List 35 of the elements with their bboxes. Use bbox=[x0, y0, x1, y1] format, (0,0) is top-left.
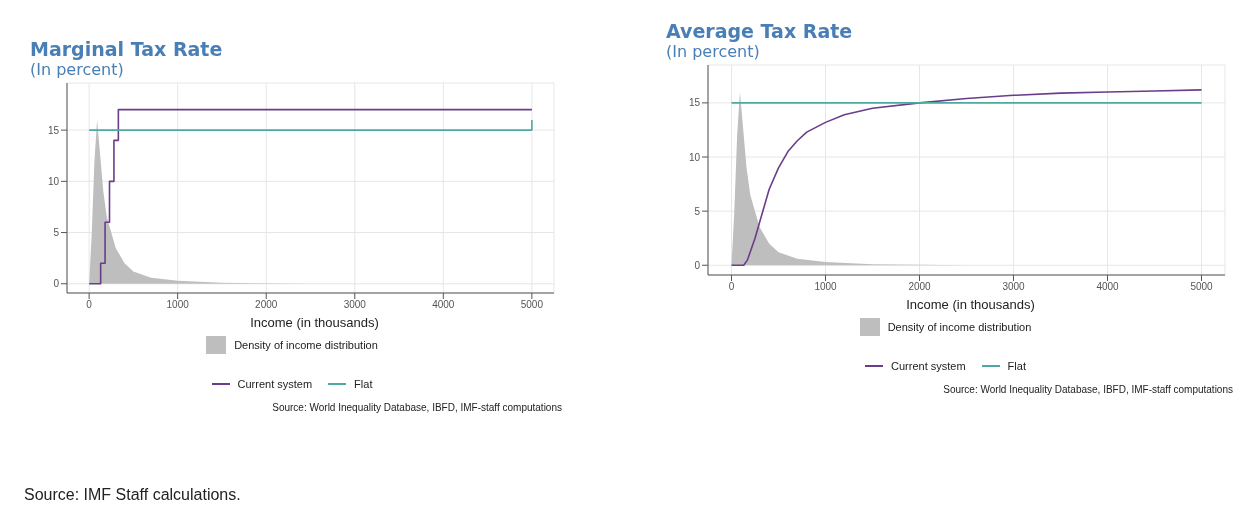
y-tick-label: 5 bbox=[694, 205, 701, 217]
legend-label: Flat bbox=[1007, 360, 1026, 372]
y-tick-label: 10 bbox=[688, 151, 701, 163]
x-tick-label: 2000 bbox=[908, 281, 932, 293]
x-tick-label: 3000 bbox=[343, 299, 367, 311]
legend-label: Current system bbox=[237, 378, 313, 390]
legend-label: Density of income distribution bbox=[234, 339, 378, 351]
y-tick-label: 5 bbox=[53, 227, 60, 239]
legend-label: Flat bbox=[354, 378, 373, 390]
x-tick-label: 3000 bbox=[1002, 281, 1026, 293]
x-tick-label: 0 bbox=[728, 281, 735, 293]
source-note: Source: World Inequality Database, IBFD, IMF-staff computations bbox=[942, 384, 1233, 395]
chart-title: Marginal Tax Rate bbox=[29, 38, 224, 60]
x-tick-label: 0 bbox=[86, 299, 93, 311]
chart-subtitle: (In percent) bbox=[665, 42, 761, 61]
y-tick-label: 15 bbox=[688, 97, 701, 109]
x-tick-label: 4000 bbox=[432, 299, 455, 311]
x-tick-label: 4000 bbox=[1096, 281, 1120, 293]
source-note: Source: World Inequality Database, IBFD, IMF-staff computations bbox=[271, 402, 562, 413]
chart-title: Average Tax Rate bbox=[665, 20, 854, 42]
x-tick-label: 1000 bbox=[166, 299, 190, 311]
x-tick-label: 2000 bbox=[255, 299, 278, 311]
y-tick-label: 15 bbox=[47, 124, 60, 136]
line-series bbox=[730, 89, 1203, 267]
x-axis-title: Income (in thousands) bbox=[905, 297, 1036, 312]
legend-label: Current system bbox=[891, 360, 966, 372]
x-tick-label: 5000 bbox=[1190, 281, 1214, 293]
legend-label: Density of income distribution bbox=[887, 321, 1032, 333]
source-note: Source: IMF Staff calculations. bbox=[24, 486, 241, 504]
x-tick-label: 5000 bbox=[520, 299, 544, 311]
x-axis-title: Income (in thousands) bbox=[249, 315, 380, 330]
x-tick-label: 1000 bbox=[814, 281, 838, 293]
chart-subtitle: (In percent) bbox=[29, 60, 125, 79]
y-tick-label: 0 bbox=[694, 259, 701, 271]
y-tick-label: 10 bbox=[47, 175, 60, 187]
